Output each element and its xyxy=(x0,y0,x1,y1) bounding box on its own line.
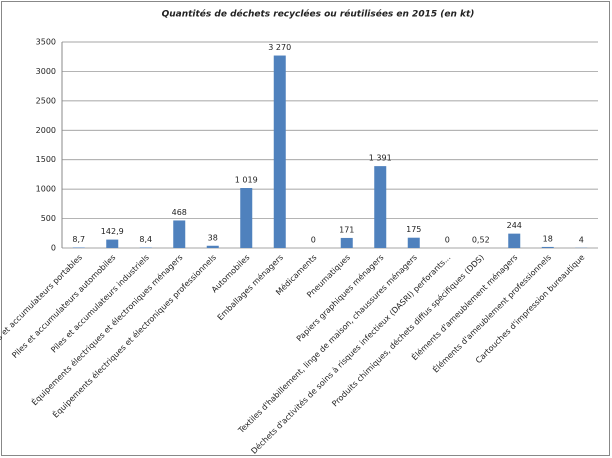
y-tick-label: 3000 xyxy=(36,67,56,76)
y-tick-label: 1000 xyxy=(36,185,56,194)
value-label: 3 270 xyxy=(268,43,291,52)
value-label: 244 xyxy=(507,221,522,230)
value-label: 0,52 xyxy=(472,235,490,244)
bar xyxy=(541,246,554,248)
value-label: 468 xyxy=(172,208,187,217)
value-label: 1 391 xyxy=(369,154,392,163)
value-label: 8,4 xyxy=(139,235,152,244)
chart-title: Quantités de déchets recyclées ou réutil… xyxy=(162,9,475,20)
y-tick-label: 3500 xyxy=(36,38,56,47)
bar xyxy=(206,245,219,248)
value-label: 0 xyxy=(445,236,450,245)
value-label: 142,9 xyxy=(101,227,124,236)
y-tick-label: 500 xyxy=(41,214,56,223)
bar xyxy=(72,247,85,248)
value-label: 1 019 xyxy=(235,176,258,185)
bar xyxy=(508,233,521,248)
value-label: 38 xyxy=(208,233,218,242)
y-tick-label: 1500 xyxy=(36,155,56,164)
bar xyxy=(240,188,253,248)
value-label: 0 xyxy=(311,236,316,245)
value-label: 4 xyxy=(579,235,584,244)
bar xyxy=(340,237,353,248)
value-label: 8,7 xyxy=(72,235,85,244)
bar xyxy=(273,55,286,249)
y-tick-label: 2000 xyxy=(36,126,56,135)
value-label: 171 xyxy=(339,225,354,234)
value-label: 175 xyxy=(406,225,421,234)
value-label: 18 xyxy=(543,234,553,243)
y-tick-label: 0 xyxy=(51,244,56,253)
bar xyxy=(173,220,186,248)
bar xyxy=(106,239,119,248)
bar xyxy=(374,166,387,248)
y-tick-label: 2500 xyxy=(36,96,56,105)
bar xyxy=(407,237,420,248)
